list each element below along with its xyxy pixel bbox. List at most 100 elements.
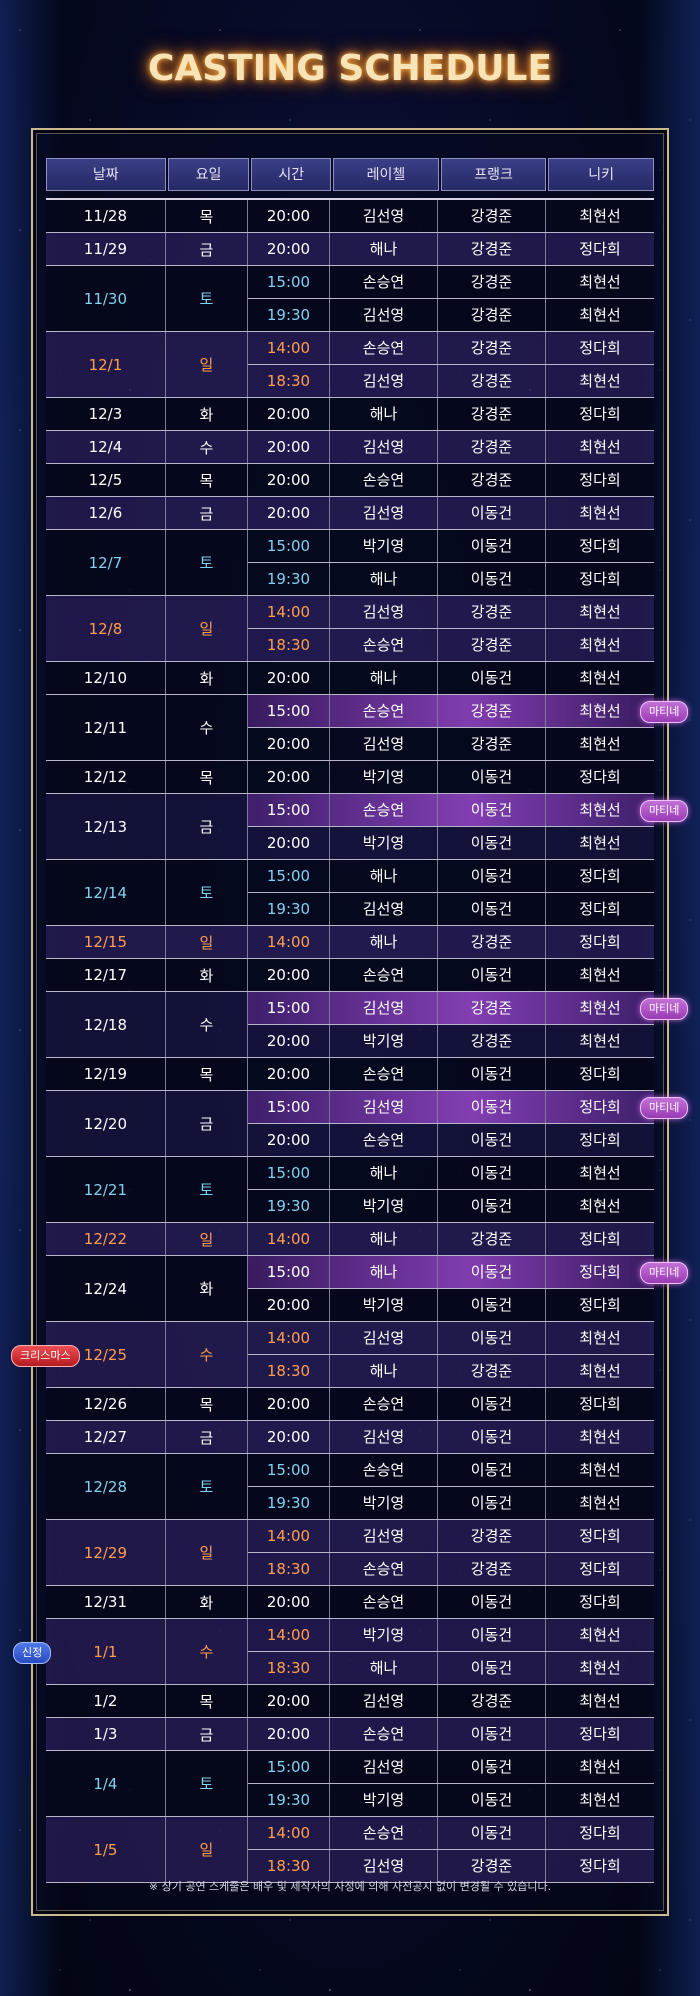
weekday-cell: 목 <box>166 761 248 793</box>
frank-cast-cell: 강경준 <box>438 1520 546 1552</box>
nicky-cast-cell: 정다희 <box>579 240 621 258</box>
schedule-day-block: 12/29 일 14:00 김선영 강경준 정다희 18:30 손승연 강경준 정다희 <box>46 1520 654 1586</box>
schedule-day-block: 12/18 수 15:00 김선영 강경준 최현선 20:00 박기영 강경준 최현선 <box>46 992 654 1058</box>
schedule-day-block: 12/6 금 20:00 김선영 이동건 최현선 <box>46 497 654 530</box>
performance-list: 20:00 해나 이동건 최현선 <box>248 662 654 694</box>
frank-cast-cell: 강경준 <box>438 1025 546 1057</box>
frank-cast-cell: 강경준 <box>438 1223 546 1255</box>
time-cell: 14:00 <box>248 1817 330 1849</box>
time-cell: 18:30 <box>248 1850 330 1882</box>
performance-list: 15:00 손승연 이동건 최현선 19:30 박기영 이동건 최현선 <box>248 1454 654 1519</box>
frank-cast-cell: 이동건 <box>438 1718 546 1750</box>
matinee-badge: 마티네 <box>640 701 689 723</box>
time-cell: 20:00 <box>248 1718 330 1750</box>
time-cell: 20:00 <box>248 662 330 694</box>
nicky-cast-cell: 정다희 <box>579 1857 621 1875</box>
weekday-cell: 금 <box>166 794 248 859</box>
time-cell: 15:00 <box>248 266 330 298</box>
rachel-cast-cell: 해나 <box>330 1157 438 1189</box>
performance-row: 14:00 김선영 강경준 정다희 <box>248 1520 654 1552</box>
rachel-cast-cell: 손승연 <box>330 629 438 661</box>
time-cell: 20:00 <box>248 1124 330 1156</box>
date-cell: 12/12 <box>46 761 166 793</box>
rachel-cast-cell: 손승연 <box>330 1124 438 1156</box>
rachel-cast-cell: 해나 <box>330 926 438 958</box>
performance-row: 20:00 손승연 이동건 최현선 <box>248 959 654 991</box>
date-cell: 1/1 <box>46 1619 166 1684</box>
performance-row: 19:30 박기영 이동건 최현선 <box>248 1486 654 1519</box>
nicky-cast-cell: 최현선 <box>579 1758 621 1776</box>
performance-row: 15:00 김선영 이동건 최현선 <box>248 1751 654 1783</box>
date-cell: 12/28 <box>46 1454 166 1519</box>
frank-cast-cell: 강경준 <box>438 728 546 760</box>
rachel-cast-cell: 김선영 <box>330 1520 438 1552</box>
time-cell: 18:30 <box>248 1553 330 1585</box>
date-cell: 1/4 <box>46 1751 166 1816</box>
performance-row: 20:00 김선영 강경준 최현선 <box>248 1685 654 1717</box>
performance-row: 20:00 김선영 강경준 최현선 <box>248 727 654 760</box>
rachel-cast-cell: 해나 <box>330 563 438 595</box>
time-cell: 18:30 <box>248 629 330 661</box>
rachel-cast-cell: 박기영 <box>330 1190 438 1222</box>
performance-row: 15:00 해나 이동건 정다희 <box>248 860 654 892</box>
time-cell: 15:00 <box>248 1091 330 1123</box>
time-cell: 20:00 <box>248 431 330 463</box>
nicky-cast-cell: 정다희 <box>579 867 621 885</box>
date-cell: 12/11 <box>46 695 166 760</box>
rachel-cast-cell: 손승연 <box>330 1058 438 1090</box>
header-weekday: 요일 <box>167 158 250 191</box>
performance-row: 20:00 박기영 강경준 최현선 <box>248 1024 654 1057</box>
date-cell: 12/7 <box>46 530 166 595</box>
date-cell: 12/26 <box>46 1388 166 1420</box>
nicky-cast-cell: 최현선 <box>579 1032 621 1050</box>
performance-row: 20:00 손승연 강경준 정다희 <box>248 464 654 496</box>
performance-row: 14:00 손승연 강경준 정다희 <box>248 332 654 364</box>
nicky-cast-cell: 정다희 <box>579 768 621 786</box>
schedule-day-block: 12/21 토 15:00 해나 이동건 최현선 19:30 박기영 이동건 최현선 <box>46 1157 654 1223</box>
frank-cast-cell: 이동건 <box>438 1487 546 1519</box>
performance-row: 14:00 해나 강경준 정다희 <box>248 1223 654 1255</box>
time-cell: 20:00 <box>248 761 330 793</box>
performance-list: 15:00 손승연 이동건 최현선 20:00 박기영 이동건 최현선 <box>248 794 654 859</box>
performance-list: 15:00 손승연 강경준 최현선 20:00 김선영 강경준 최현선 <box>248 695 654 760</box>
weekday-cell: 토 <box>166 1157 248 1222</box>
date-cell: 11/28 <box>46 200 166 232</box>
frank-cast-cell: 이동건 <box>438 1619 546 1651</box>
rachel-cast-cell: 김선영 <box>330 299 438 331</box>
weekday-cell: 일 <box>166 1520 248 1585</box>
time-cell: 20:00 <box>248 1025 330 1057</box>
time-cell: 20:00 <box>248 464 330 496</box>
weekday-cell: 금 <box>166 1718 248 1750</box>
schedule-day-block: 12/11 수 15:00 손승연 강경준 최현선 20:00 김선영 강경준 최현선 <box>46 695 654 761</box>
frank-cast-cell: 이동건 <box>438 1322 546 1354</box>
nicky-cast-cell: 최현선 <box>579 1461 621 1479</box>
nicky-cast-cell: 정다희 <box>579 1230 621 1248</box>
schedule-day-block: 12/13 금 15:00 손승연 이동건 최현선 20:00 박기영 이동건 최현선 <box>46 794 654 860</box>
performance-row: 15:00 박기영 이동건 정다희 <box>248 530 654 562</box>
time-cell: 20:00 <box>248 200 330 232</box>
rachel-cast-cell: 해나 <box>330 662 438 694</box>
date-cell: 12/22 <box>46 1223 166 1255</box>
performance-row: 19:30 김선영 강경준 최현선 <box>248 298 654 331</box>
performance-list: 20:00 손승연 이동건 정다희 <box>248 1718 654 1750</box>
header-time: 시간 <box>251 158 332 191</box>
time-cell: 15:00 <box>248 695 330 727</box>
rachel-cast-cell: 손승연 <box>330 959 438 991</box>
schedule-day-block: 1/2 목 20:00 김선영 강경준 최현선 <box>46 1685 654 1718</box>
performance-list: 15:00 해나 이동건 정다희 19:30 김선영 이동건 정다희 <box>248 860 654 925</box>
date-cell: 12/19 <box>46 1058 166 1090</box>
weekday-cell: 토 <box>166 1454 248 1519</box>
schedule-notice: ※ 상기 공연 스케줄은 배우 및 제작사의 사정에 의해 사전공지 없이 변경… <box>148 1880 552 1893</box>
performance-list: 20:00 김선영 이동건 최현선 <box>248 497 654 529</box>
table-header-row: 날짜 요일 시간 레이첼 프랭크 니키 <box>46 158 654 191</box>
performance-row: 20:00 박기영 이동건 정다희 <box>248 761 654 793</box>
time-cell: 15:00 <box>248 530 330 562</box>
date-cell: 12/18 <box>46 992 166 1057</box>
nicky-cast-cell: 정다희 <box>579 570 621 588</box>
nicky-cast-cell: 정다희 <box>579 537 621 555</box>
rachel-cast-cell: 김선영 <box>330 596 438 628</box>
nicky-cast-cell: 정다희 <box>579 1098 621 1116</box>
weekday-cell: 화 <box>166 1586 248 1618</box>
matinee-badge: 마티네 <box>640 998 689 1020</box>
rachel-cast-cell: 김선영 <box>330 1421 438 1453</box>
